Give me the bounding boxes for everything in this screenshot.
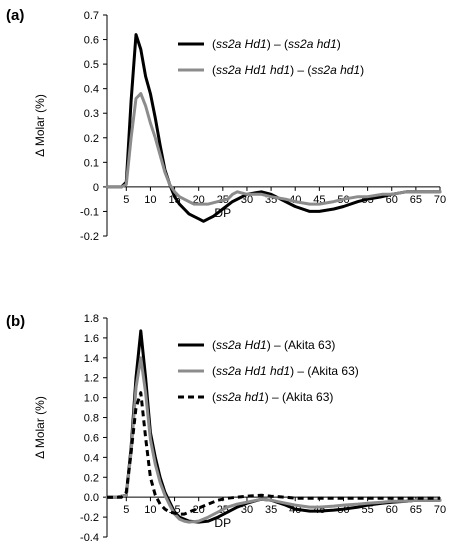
- x-tick-label: 30: [241, 504, 253, 516]
- legend: (ss2a Hd1) – (Akita 63) (ss2a Hd1 hd1) – …: [178, 338, 359, 404]
- x-tick-label: 60: [386, 504, 398, 516]
- y-axis-title: Δ Molar (%): [33, 396, 47, 459]
- y-tick-label: 0.2: [84, 133, 99, 145]
- y-tick-label: 1.6: [84, 333, 99, 345]
- y-tick-label: 0.2: [84, 472, 99, 484]
- legend-label-1: (ss2a Hd1) – (ss2a hd1): [212, 37, 341, 51]
- chart-panel-b: (b) 1.8 1.6 1.4 1.2 1.0 0.8 0.6 0.4 0.2 0.0 -0.2 -0.…: [6, 313, 446, 544]
- y-tick-label: 0.0: [84, 492, 99, 504]
- x-axis-title: DP: [214, 206, 231, 220]
- x-tick-label: 10: [144, 194, 156, 206]
- series-line-2: [105, 356, 442, 524]
- series-line-3: [107, 391, 440, 516]
- y-axis-title: Δ Molar (%): [33, 94, 47, 157]
- x-tick-label: 65: [410, 194, 422, 206]
- y-tick-label: 0.8: [84, 413, 99, 425]
- legend-label-2: (ss2a Hd1 hd1) – (ss2a hd1): [212, 63, 364, 77]
- y-tick-label: 0.7: [84, 10, 99, 22]
- y-tick-label: 1.8: [84, 313, 99, 325]
- x-tick-label: 5: [123, 194, 129, 206]
- y-tick-label: 0: [93, 182, 99, 194]
- y-tick-label: 0.5: [84, 59, 99, 71]
- y-tick-label: 0.4: [84, 452, 99, 464]
- series-line-1: [105, 329, 442, 524]
- panel-label: (b): [6, 313, 25, 330]
- y-tick-label: -0.2: [80, 512, 99, 524]
- x-tick-label: 70: [434, 504, 446, 516]
- x-axis-title: DP: [214, 516, 231, 530]
- y-tick-label: 1.4: [84, 353, 99, 365]
- y-tick-label: -0.1: [80, 206, 99, 218]
- panel-label: (a): [6, 7, 24, 24]
- y-tick-label: 1.2: [84, 373, 99, 385]
- y-tick-label: -0.4: [80, 532, 99, 544]
- series-line-1: [105, 33, 442, 223]
- y-tick-label: 0.1: [84, 157, 99, 169]
- legend: (ss2a Hd1) – (ss2a hd1) (ss2a Hd1 hd1) – …: [178, 37, 364, 77]
- x-tick-label: 35: [265, 504, 277, 516]
- legend-label-3: (ss2a hd1) – (Akita 63): [212, 390, 333, 404]
- y-tick-label: 0.4: [84, 84, 99, 96]
- y-tick-label: 1.0: [84, 393, 99, 405]
- x-tick-label: 10: [144, 504, 156, 516]
- y-tick-label: 0.6: [84, 432, 99, 444]
- x-tick-label: 60: [386, 194, 398, 206]
- y-tick-label: 0.6: [84, 35, 99, 47]
- series-line-2: [105, 92, 442, 206]
- legend-label-2: (ss2a Hd1 hd1) – (Akita 63): [212, 364, 359, 378]
- y-tick-label: -0.2: [80, 231, 99, 243]
- x-tick-label: 65: [410, 504, 422, 516]
- x-tick-label: 5: [123, 504, 129, 516]
- x-tick-label: 70: [434, 194, 446, 206]
- y-tick-label: 0.3: [84, 108, 99, 120]
- legend-label-1: (ss2a Hd1) – (Akita 63): [212, 338, 335, 352]
- chart-panel-a: (a) 0.70.60.50.40.30.20.10-0.1-0.25 10 15 20…: [6, 7, 446, 243]
